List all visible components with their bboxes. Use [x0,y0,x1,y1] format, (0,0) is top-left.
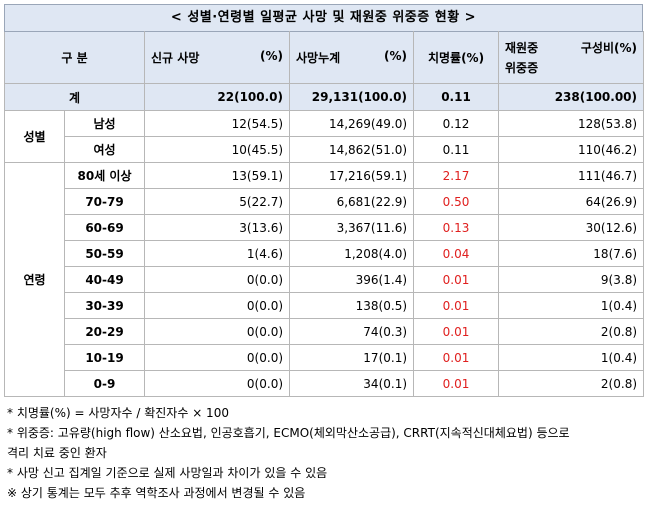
cell-severe: 30(12.6) [498,214,645,241]
cell-cum: 6,681(22.9) [289,188,415,215]
row-label: 0-9 [63,370,146,397]
row-label: 60-69 [63,214,146,241]
header-severe: 재원중 위중증 구성비(%) [498,31,645,84]
row-label: 40-49 [63,266,146,293]
cell-cum: 14,269(49.0) [289,110,415,137]
stats-document: < 성별·연령별 일평균 사망 및 재원중 위중증 현황 > 구 분 신규 사망… [3,4,645,503]
total-new: 22(100.0) [144,83,291,111]
cell-severe: 110(46.2) [498,136,645,163]
cell-cum: 17(0.1) [289,344,415,371]
cell-new: 3(13.6) [144,214,291,241]
header-new-deaths-label: 신규 사망 [151,51,200,65]
cell-new: 1(4.6) [144,240,291,267]
cell-cum: 1,208(4.0) [289,240,415,267]
header-group: 구 분 [3,31,146,84]
table-row: 성별 남성 12(54.5) 14,269(49.0) 0.12 128(53.… [4,110,645,163]
row-label: 여성 [63,136,146,163]
table-row: 70-79 5(22.7) 6,681(22.9) 0.50 64(26.9) [5,188,645,215]
cell-severe: 1(0.4) [498,344,645,371]
footnote: * 치명률(%) = 사망자수 / 확진자수 × 100 [7,406,229,420]
cell-cum: 138(0.5) [289,292,415,319]
cell-cum: 14,862(51.0) [289,136,415,163]
cell-fatality: 0.01 [413,370,500,397]
table-title: < 성별·연령별 일평균 사망 및 재원중 위중증 현황 > [4,4,643,31]
total-label: 계 [3,83,146,111]
row-label: 10-19 [63,344,146,371]
footnote: 격리 치료 중인 환자 [7,446,107,460]
table-row: 여성 10(45.5) 14,862(51.0) 0.11 110(46.2) [5,136,645,163]
total-fatality: 0.11 [413,83,500,111]
cell-new: 0(0.0) [144,344,291,371]
footnote: * 위중증: 고유량(high flow) 산소요법, 인공호흡기, ECMO(… [7,426,570,440]
cell-fatality: 0.01 [413,292,500,319]
death-severe-table: 구 분 신규 사망 (%) 사망누계 (%) 치명률(%) 재원중 위중증 구성… [3,31,645,397]
row-label: 70-79 [63,188,146,215]
header-severe-top: 재원중 [505,40,539,55]
cell-severe: 2(0.8) [498,370,645,397]
cell-fatality: 2.17 [413,162,500,189]
cell-severe: 111(46.7) [498,162,645,189]
header-row: 구 분 신규 사망 (%) 사망누계 (%) 치명률(%) 재원중 위중증 구성… [3,31,645,84]
row-label: 20-29 [63,318,146,345]
cell-new: 13(59.1) [144,162,291,189]
table-row: 10-19 0(0.0) 17(0.1) 0.01 1(0.4) [5,344,645,371]
row-label: 50-59 [63,240,146,267]
cell-severe: 18(7.6) [498,240,645,267]
cell-fatality: 0.12 [413,110,500,137]
cell-new: 5(22.7) [144,188,291,215]
table-row: 20-29 0(0.0) 74(0.3) 0.01 2(0.8) [5,318,645,345]
cell-new: 0(0.0) [144,370,291,397]
footnote: ※ 상기 통계는 모두 추후 역학조사 과정에서 변경될 수 있음 [7,486,306,500]
cell-fatality: 0.04 [413,240,500,267]
row-label: 80세 이상 [63,162,146,189]
cell-new: 0(0.0) [144,266,291,293]
cell-fatality: 0.01 [413,318,500,345]
cell-cum: 3,367(11.6) [289,214,415,241]
table-row: 40-49 0(0.0) 396(1.4) 0.01 9(3.8) [5,266,645,293]
total-severe: 238(100.00) [498,83,645,111]
cell-cum: 34(0.1) [289,370,415,397]
header-new-deaths-unit: (%) [260,49,284,63]
header-cum-deaths-unit: (%) [384,49,408,63]
cell-severe: 1(0.4) [498,292,645,319]
total-cum: 29,131(100.0) [289,83,415,111]
total-row: 계 22(100.0) 29,131(100.0) 0.11 238(100.0… [3,83,645,111]
table-row: 60-69 3(13.6) 3,367(11.6) 0.13 30(12.6) [5,214,645,241]
cell-severe: 128(53.8) [498,110,645,137]
cell-new: 0(0.0) [144,318,291,345]
header-cum-deaths: 사망누계 (%) [289,31,415,84]
header-fatality: 치명률(%) [413,31,500,84]
cell-severe: 2(0.8) [498,318,645,345]
cell-fatality: 0.01 [413,266,500,293]
cell-cum: 74(0.3) [289,318,415,345]
cell-new: 10(45.5) [144,136,291,163]
cell-cum: 396(1.4) [289,266,415,293]
cell-new: 0(0.0) [144,292,291,319]
header-severe-bottom: 위중증 [505,60,539,75]
cell-severe: 64(26.9) [498,188,645,215]
footnote: * 사망 신고 집계일 기준으로 실제 사망일과 차이가 있을 수 있음 [7,466,328,480]
table-row: 연령 80세 이상 13(59.1) 17,216(59.1) 2.17 111… [4,162,645,397]
table-row: 0-9 0(0.0) 34(0.1) 0.01 2(0.8) [5,370,645,397]
cell-new: 12(54.5) [144,110,291,137]
cell-severe: 9(3.8) [498,266,645,293]
cell-fatality: 0.11 [413,136,500,163]
table-row: 50-59 1(4.6) 1,208(4.0) 0.04 18(7.6) [5,240,645,267]
cell-fatality: 0.01 [413,344,500,371]
gender-category: 성별 [4,110,65,163]
header-new-deaths: 신규 사망 (%) [144,31,291,84]
row-label: 남성 [63,110,146,137]
header-cum-deaths-label: 사망누계 [296,51,341,65]
age-category: 연령 [4,162,65,397]
row-label: 30-39 [63,292,146,319]
cell-fatality: 0.50 [413,188,500,215]
cell-fatality: 0.13 [413,214,500,241]
cell-cum: 17,216(59.1) [289,162,415,189]
header-severe-ratio: 구성비(%) [580,40,638,55]
footnotes: * 치명률(%) = 사망자수 / 확진자수 × 100 * 위중증: 고유량(… [4,403,643,503]
table-row: 30-39 0(0.0) 138(0.5) 0.01 1(0.4) [5,292,645,319]
